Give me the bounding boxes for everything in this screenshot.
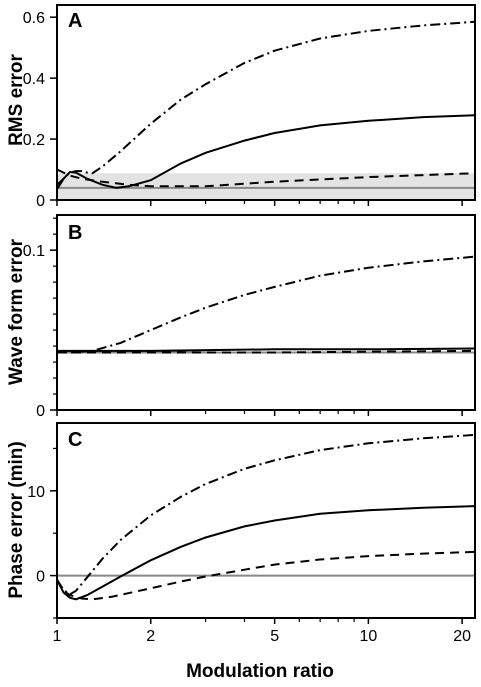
x-tick-label: 1	[53, 628, 62, 645]
x-tick-label: 20	[453, 628, 471, 645]
panel-a-ytick-label: 0.2	[23, 132, 45, 149]
panel-b-ylabel: Wave form error	[6, 238, 27, 385]
panel-b-letter: B	[68, 222, 82, 244]
panel-c-ytick-label: 10	[27, 484, 45, 501]
panel-a-ylabel: RMS error	[6, 53, 27, 145]
panel-a-series-dashed	[56, 168, 476, 188]
panel-b-series-dash-dot	[57, 255, 476, 354]
panel-b-series	[57, 255, 476, 354]
panel-b-frame	[56, 214, 476, 411]
panel-c-series-dash-dot	[56, 433, 476, 596]
panel-c-series-dashed	[56, 550, 476, 601]
panel-a-series	[56, 20, 476, 190]
x-tick-labels: 1 2 5 10 20	[53, 628, 472, 645]
panel-c-series-solid	[56, 505, 476, 601]
panel-b: 00.1 B Wave form error	[6, 214, 476, 420]
panel-c-series	[56, 433, 476, 601]
panel-a-series-dash-dot	[56, 20, 476, 186]
x-tick-label: 2	[146, 628, 155, 645]
panel-b-series-dashed	[57, 349, 476, 354]
panel-c-ytick-label: 0	[36, 569, 45, 586]
panel-a-ytick-label: 0.6	[23, 10, 45, 27]
panel-c-letter: C	[68, 429, 82, 451]
panel-b-ticks: 00.1	[23, 217, 463, 420]
x-axis-label: Modulation ratio	[186, 661, 334, 682]
panel-a-ytick-label: 0.4	[23, 71, 45, 88]
panel-c-frame	[56, 422, 476, 619]
panel-c-ticks: 0 10	[27, 447, 463, 624]
panel-a-ytick-label: 0	[36, 193, 45, 210]
panel-a-letter: A	[68, 10, 82, 32]
x-tick-label: 10	[359, 628, 377, 645]
panel-b-ytick-label: 0.1	[23, 243, 45, 260]
panel-b-ytick-label: 0	[36, 403, 45, 420]
panel-b-series-solid	[57, 347, 476, 352]
panel-c: 0 10 C Phase error (min)	[6, 422, 476, 624]
panel-a-frame	[56, 4, 476, 201]
panel-c-ylabel: Phase error (min)	[6, 441, 27, 598]
x-tick-label: 5	[270, 628, 279, 645]
panel-a: 0 0.2 0.4 0.6 A RMS error	[6, 4, 476, 210]
